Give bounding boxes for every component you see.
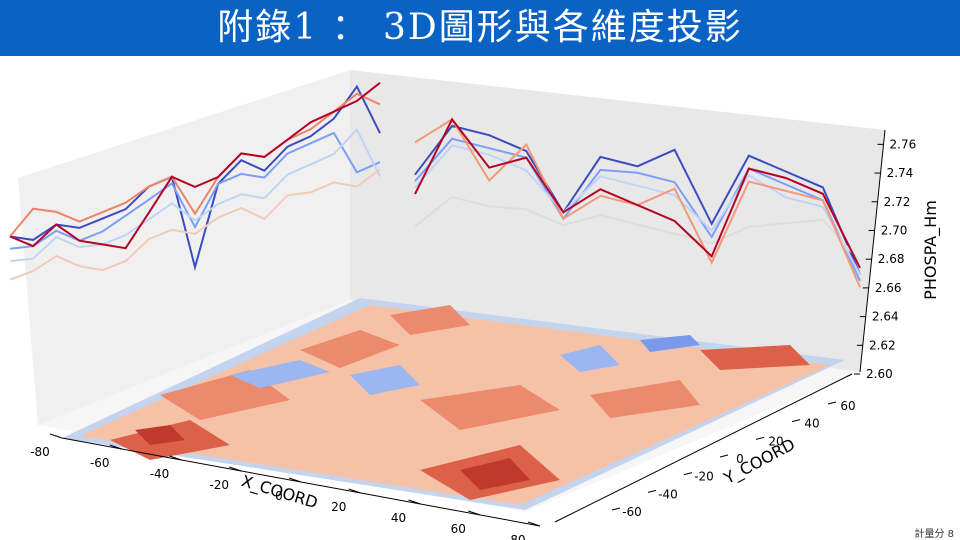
- y-tick-mark: [683, 472, 693, 476]
- left-wall-series-3: [9, 127, 381, 263]
- y-tick-mark: [755, 436, 765, 440]
- x-tick-mark: [408, 499, 421, 505]
- x-tick-label: 80: [510, 533, 525, 540]
- y-axis-line: [554, 373, 853, 523]
- left-wall-series-5: [9, 92, 381, 238]
- y-tick-label: 0: [736, 452, 744, 466]
- right-wall-projection: [414, 117, 861, 288]
- left-back-wall: [18, 70, 350, 425]
- z-axis-ticks: 2.60 2.62 2.64 2.66 2.68 2.70 2.72 2.74 2.76: [854, 137, 916, 381]
- x-tick-mark: [527, 521, 541, 527]
- x-tick-label: -40: [150, 467, 170, 481]
- right-wall-series-1: [414, 124, 861, 275]
- x-tick-mark: [109, 444, 122, 450]
- y-tick-label: 60: [840, 399, 855, 413]
- right-wall-series-4: [414, 195, 861, 263]
- x-tick-mark: [468, 510, 481, 516]
- y-tick-label: -40: [658, 487, 678, 501]
- x-tick-label: 40: [391, 511, 406, 525]
- right-back-wall: [350, 70, 885, 372]
- chart-3d: 2.60 2.62 2.64 2.66 2.68 2.70 2.72 2.74 2.76 PHO…: [9, 70, 941, 540]
- z-axis-label: PHOSPA_Hm: [921, 200, 941, 300]
- slide-title: 附錄1 ： 3D圖形與各維度投影: [217, 7, 743, 48]
- x-tick-label: 60: [451, 522, 466, 536]
- y-tick-label: 20: [768, 434, 783, 448]
- x-tick-label: 0: [275, 489, 283, 503]
- y-tick-mark: [647, 489, 657, 493]
- z-axis-line: [859, 129, 886, 373]
- z-tick-label: 2.72: [884, 195, 911, 209]
- z-tick-label: 2.66: [875, 281, 902, 295]
- z-tick-label: 2.74: [887, 166, 914, 180]
- x-tick-mark: [169, 455, 182, 461]
- z-tick-label: 2.70: [881, 223, 908, 237]
- x-tick-label: -80: [30, 445, 50, 459]
- footer-label: 計量分 8: [914, 529, 954, 540]
- left-wall-series-4: [9, 168, 381, 281]
- x-tick-label: -20: [209, 478, 229, 492]
- z-tick-label: 2.64: [872, 310, 899, 324]
- x-tick-mark: [348, 488, 361, 494]
- y-tick-label: -60: [622, 505, 642, 519]
- x-tick-label: 20: [331, 500, 346, 514]
- right-wall-series-3: [414, 144, 861, 275]
- x-tick-mark: [49, 433, 63, 439]
- title-bar: 附錄1 ： 3D圖形與各維度投影: [0, 0, 960, 56]
- x-axis-label: X_COORD: [239, 471, 320, 513]
- x-tick-mark: [229, 466, 242, 472]
- y-axis-ticks: -60 -40 -20 0 20 40 60: [611, 399, 856, 519]
- y-tick-mark: [827, 401, 837, 405]
- left-wall-projection: [9, 82, 381, 281]
- right-wall-series-6: [414, 117, 861, 269]
- x-tick-label: -60: [90, 456, 110, 470]
- y-tick-label: -20: [694, 470, 714, 484]
- left-wall-series-1: [9, 84, 381, 272]
- z-tick-label: 2.68: [878, 252, 905, 266]
- z-tick-label: 2.60: [866, 367, 893, 381]
- left-wall-series-6: [9, 82, 381, 250]
- right-wall-series-2: [414, 137, 861, 282]
- y-axis-label: Y_COORD: [720, 435, 799, 490]
- y-tick-label: 40: [804, 417, 819, 431]
- left-wall-series-2: [9, 131, 381, 250]
- y-tick-mark: [719, 454, 729, 458]
- x-tick-mark: [288, 477, 302, 483]
- z-tick-label: 2.62: [869, 338, 896, 352]
- contour-surface: [62, 298, 845, 510]
- y-tick-mark: [611, 507, 621, 511]
- x-axis-ticks: -80 -60 -40 -20 0 20 40 60 80: [30, 433, 541, 540]
- z-tick-label: 2.76: [890, 137, 917, 151]
- y-tick-mark: [791, 419, 801, 423]
